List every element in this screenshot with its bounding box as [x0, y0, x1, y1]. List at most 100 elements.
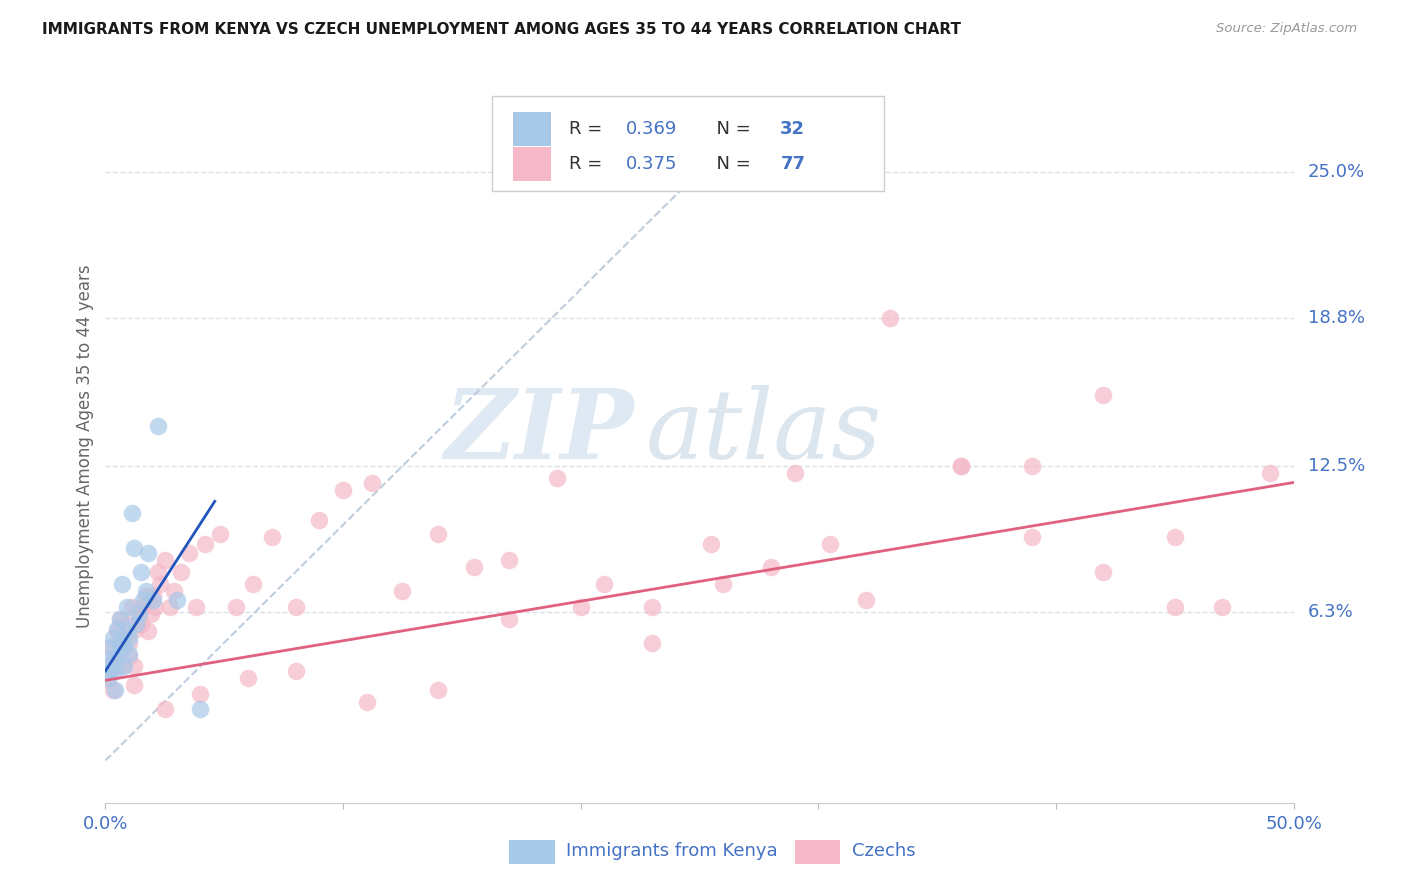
Text: atlas: atlas: [645, 384, 882, 479]
Point: [136, 624, 159, 638]
Point: [104, 664, 127, 678]
Point: [146, 419, 169, 434]
Point: [114, 631, 136, 645]
Text: 0.369: 0.369: [626, 120, 678, 138]
Point: [122, 659, 145, 673]
Point: [208, 527, 231, 541]
Point: [879, 310, 901, 325]
FancyBboxPatch shape: [492, 96, 883, 191]
Point: [194, 537, 217, 551]
Point: [855, 593, 877, 607]
Text: R =: R =: [569, 120, 607, 138]
Point: [118, 631, 141, 645]
Text: 12.5%: 12.5%: [1308, 457, 1365, 475]
Point: [700, 537, 723, 551]
Text: 0.375: 0.375: [626, 155, 678, 173]
Point: [783, 466, 806, 480]
Text: N =: N =: [706, 120, 756, 138]
Point: [1258, 466, 1281, 480]
FancyBboxPatch shape: [513, 147, 551, 181]
Point: [125, 622, 148, 636]
Point: [125, 616, 148, 631]
Text: 6.3%: 6.3%: [1308, 603, 1354, 621]
Point: [105, 624, 128, 638]
Point: [236, 671, 259, 685]
Point: [759, 560, 782, 574]
Point: [159, 600, 181, 615]
Point: [105, 659, 128, 673]
Point: [101, 682, 124, 697]
Point: [97, 671, 120, 685]
Point: [97, 659, 120, 673]
Point: [98, 640, 121, 655]
Point: [1092, 565, 1115, 579]
Point: [593, 576, 616, 591]
Point: [569, 600, 592, 615]
Point: [97, 673, 120, 688]
Text: Source: ZipAtlas.com: Source: ZipAtlas.com: [1216, 22, 1357, 36]
Point: [118, 649, 141, 664]
Point: [115, 624, 138, 638]
Point: [949, 458, 972, 473]
Point: [641, 635, 664, 649]
FancyBboxPatch shape: [509, 840, 554, 864]
Point: [391, 583, 413, 598]
Point: [142, 589, 165, 603]
Point: [463, 560, 485, 574]
Point: [153, 701, 176, 715]
Point: [360, 475, 382, 490]
Point: [104, 649, 127, 664]
Text: Immigrants from Kenya: Immigrants from Kenya: [567, 842, 778, 860]
Text: N =: N =: [706, 155, 756, 173]
Point: [146, 565, 169, 579]
Point: [108, 635, 131, 649]
Point: [242, 576, 264, 591]
Point: [149, 576, 172, 591]
Point: [111, 635, 134, 649]
Text: 32: 32: [780, 120, 806, 138]
Point: [121, 506, 143, 520]
Point: [332, 483, 354, 497]
Point: [1164, 600, 1187, 615]
Point: [108, 612, 131, 626]
Point: [260, 530, 283, 544]
Point: [122, 541, 145, 556]
Point: [98, 640, 121, 655]
Point: [98, 664, 121, 678]
Point: [308, 513, 330, 527]
Point: [356, 694, 378, 708]
Point: [153, 553, 176, 567]
Point: [184, 600, 207, 615]
Point: [1211, 600, 1233, 615]
Point: [1092, 388, 1115, 402]
Point: [98, 664, 121, 678]
Text: R =: R =: [569, 155, 607, 173]
FancyBboxPatch shape: [794, 840, 839, 864]
Point: [177, 546, 200, 560]
Point: [115, 616, 138, 631]
Point: [284, 600, 307, 615]
Point: [170, 565, 193, 579]
Point: [711, 576, 734, 591]
Point: [225, 600, 247, 615]
Point: [101, 649, 124, 664]
Point: [427, 527, 450, 541]
FancyBboxPatch shape: [513, 112, 551, 146]
Point: [115, 600, 138, 615]
Point: [111, 659, 134, 673]
Point: [132, 600, 155, 615]
Text: 77: 77: [780, 155, 806, 173]
Point: [129, 616, 152, 631]
Point: [284, 664, 307, 678]
Point: [121, 600, 143, 615]
Point: [114, 640, 136, 655]
Text: IMMIGRANTS FROM KENYA VS CZECH UNEMPLOYMENT AMONG AGES 35 TO 44 YEARS CORRELATIO: IMMIGRANTS FROM KENYA VS CZECH UNEMPLOYM…: [42, 22, 962, 37]
Point: [97, 659, 120, 673]
Point: [142, 593, 165, 607]
Point: [118, 635, 141, 649]
Point: [105, 649, 128, 664]
Point: [818, 537, 841, 551]
Point: [1021, 458, 1043, 473]
Point: [118, 648, 141, 662]
Point: [135, 583, 157, 598]
